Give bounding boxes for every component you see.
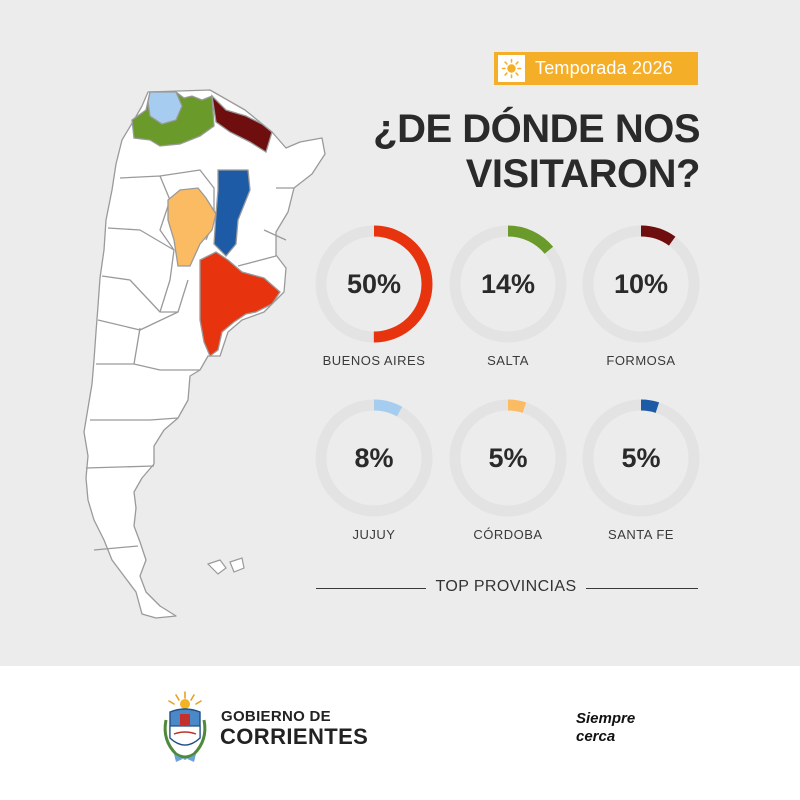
headline-line-2: VISITARON? — [465, 152, 701, 196]
donut-arc — [582, 225, 700, 343]
percent-value: 5% — [488, 442, 528, 473]
percent-value: 8% — [354, 442, 394, 473]
donut-ring — [449, 225, 567, 343]
donut-arc — [315, 399, 433, 517]
map-formosa — [211, 94, 273, 154]
province-name: BUENOS AIRES — [322, 353, 426, 368]
season-badge: Temporada 2026 — [494, 52, 698, 85]
donut-ring — [315, 399, 433, 517]
divider-left — [316, 588, 426, 589]
donut-arc — [315, 225, 433, 343]
divider-right — [586, 588, 698, 589]
percent-value: 14% — [480, 268, 536, 299]
donut-arc — [449, 225, 567, 343]
map-country-outline — [83, 89, 326, 619]
province-name: SALTA — [487, 353, 529, 368]
province-name: SANTA FE — [608, 527, 674, 542]
donut-arc — [582, 399, 700, 517]
province-name: CÓRDOBA — [473, 527, 543, 542]
infographic-panel: Temporada 2026 ¿DE DÓNDE NOS VISITARON? … — [0, 0, 800, 666]
percent-value: 50% — [346, 268, 402, 299]
donut-arc — [449, 399, 567, 517]
map-buenos-aires — [199, 251, 281, 358]
donut-ring — [449, 399, 567, 517]
map-islands — [206, 557, 245, 575]
government-name-line-1: GOBIERNO DE — [221, 708, 331, 725]
headline-line-1: ¿DE DÓNDE NOS — [373, 107, 700, 151]
map-santa-fe — [213, 169, 251, 257]
map-cordoba — [167, 187, 217, 267]
season-badge-text: Temporada 2026 — [535, 58, 673, 78]
percent-value: 5% — [621, 442, 661, 473]
province-name: JUJUY — [352, 527, 396, 542]
government-name-line-2: CORRIENTES — [220, 724, 369, 749]
donut-ring — [315, 225, 433, 343]
province-name: FORMOSA — [606, 353, 676, 368]
slogan-line-2: cerca — [576, 728, 616, 745]
slogan-line-1: Siempre — [576, 710, 636, 727]
map-jujuy — [147, 91, 183, 125]
section-label: TOP PROVINCIAS — [435, 578, 577, 595]
donut-ring — [582, 225, 700, 343]
sun-icon — [498, 55, 525, 82]
donut-ring — [582, 399, 700, 517]
coat-of-arms-logo — [163, 691, 207, 762]
percent-value: 10% — [613, 268, 669, 299]
argentina-map — [83, 89, 326, 619]
footer-bar: GOBIERNO DE CORRIENTES Siempre cerca — [0, 666, 800, 800]
